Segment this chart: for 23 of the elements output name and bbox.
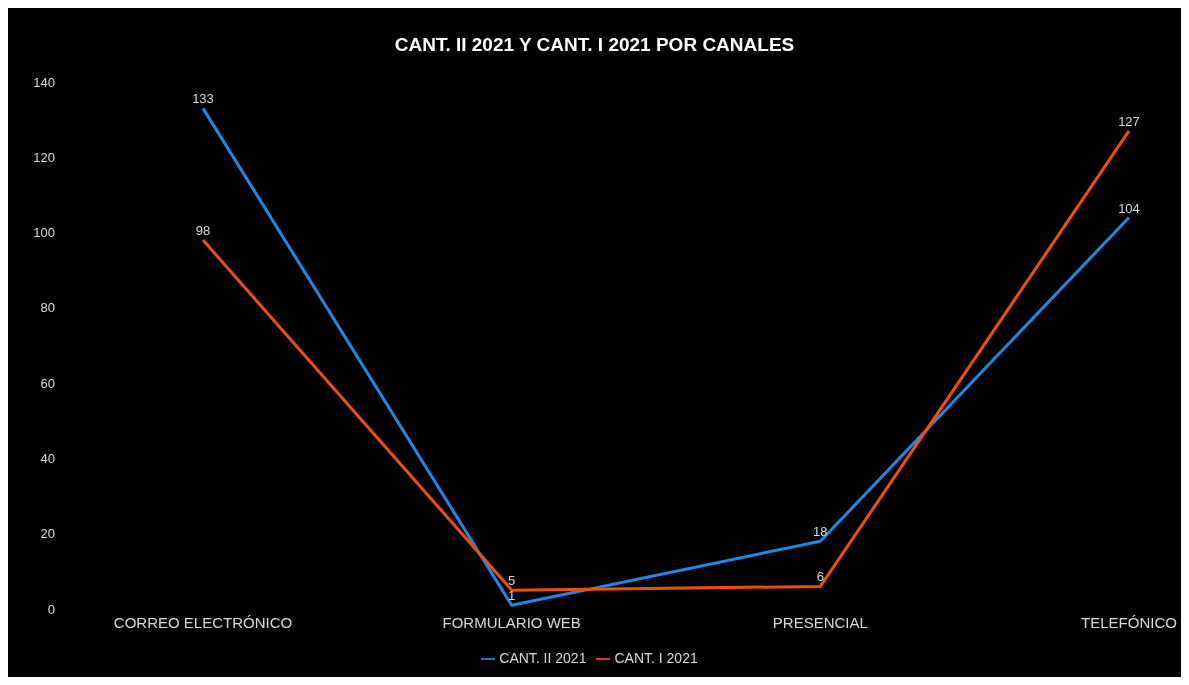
x-tick-label: FORMULARIO WEB	[442, 613, 581, 631]
data-label: 133	[192, 91, 214, 107]
chart-title: CANT. II 2021 Y CANT. I 2021 POR CANALES	[394, 34, 795, 55]
data-label: 127	[1118, 113, 1140, 129]
data-label: 1	[508, 588, 516, 604]
y-tick-label: 0	[47, 601, 55, 617]
y-tick-label: 60	[40, 375, 55, 391]
y-tick-label: 100	[33, 225, 55, 241]
x-tick-label: PRESENCIAL	[772, 613, 868, 631]
legend-label: CANT. II 2021	[499, 650, 587, 666]
data-label: 104	[1118, 200, 1140, 216]
data-label: 98	[195, 223, 211, 239]
x-tick-label: CORREO ELECTRÓNICO	[113, 613, 293, 631]
data-label: 6	[816, 569, 824, 585]
legend-label: CANT. I 2021	[614, 650, 698, 666]
data-label: 18	[813, 524, 828, 540]
x-tick-label: TELEFÓNICO	[1081, 613, 1177, 631]
y-tick-label: 80	[40, 300, 55, 316]
y-tick-label: 20	[40, 526, 55, 542]
y-tick-label: 120	[33, 149, 55, 165]
y-tick-label: 40	[40, 451, 55, 467]
data-label: 5	[508, 573, 516, 589]
y-tick-label: 140	[33, 74, 55, 90]
